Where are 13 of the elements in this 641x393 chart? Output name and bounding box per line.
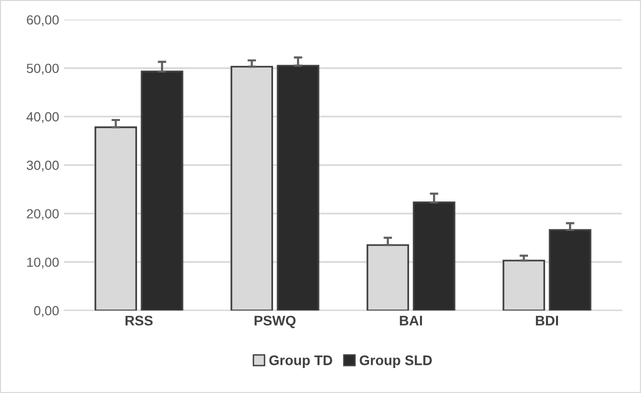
x-tick-label: BDI [536, 316, 558, 326]
x-tick-label: RSS [126, 316, 153, 326]
y-tick-label: 50,00 [26, 64, 59, 75]
legend-label: Group TD [269, 355, 332, 368]
legend-label: Group SLD [360, 355, 432, 368]
y-tick-label: 20,00 [26, 209, 59, 220]
y-tick-label: 0,00 [34, 306, 59, 317]
x-tick-label: PSWQ [254, 316, 296, 328]
y-tick-label: 30,00 [26, 160, 59, 172]
y-tick-label: 40,00 [26, 112, 59, 124]
y-tick-label: 10,00 [27, 258, 59, 268]
y-tick-label: 60,00 [26, 15, 59, 26]
x-tick-label: BAI [400, 316, 422, 326]
